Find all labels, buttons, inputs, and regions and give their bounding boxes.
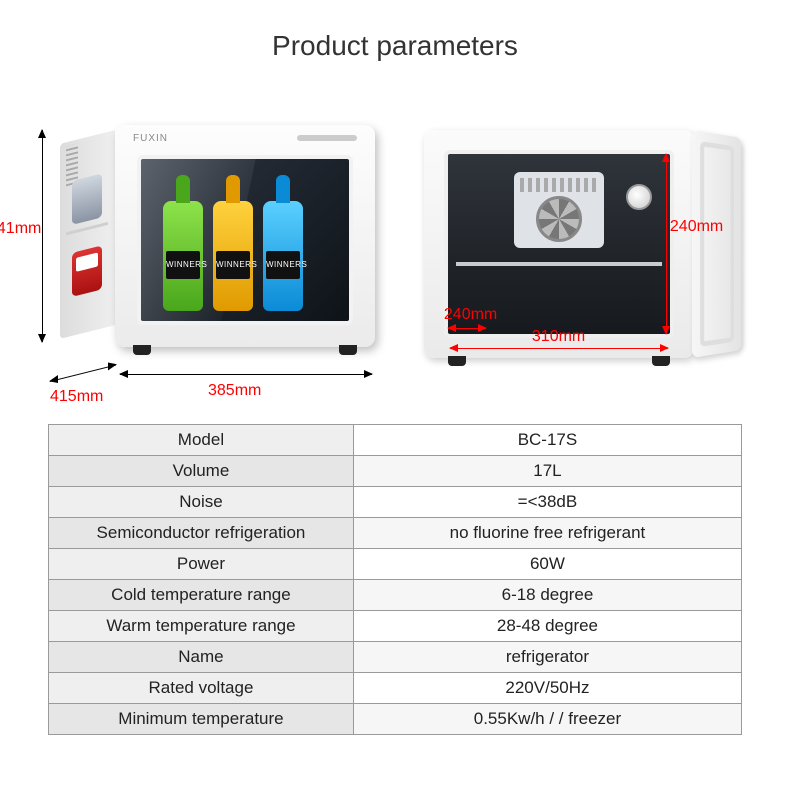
dim-arrow-height: [42, 130, 43, 342]
spec-value: 220V/50Hz: [353, 673, 741, 704]
diagram-interior: 240mm 240mm 310mm: [414, 110, 770, 410]
dim-label-depth: 415mm: [50, 388, 103, 406]
spec-value: 28-48 degree: [353, 611, 741, 642]
dim-label-inner-depth: 240mm: [444, 306, 497, 324]
thermostat-dial: [626, 184, 652, 210]
dim-arrow-inner-depth: [448, 328, 486, 329]
spec-value: refrigerator: [353, 642, 741, 673]
dim-arrow-inner-width: [450, 348, 668, 349]
fridge-exterior-illustration: FUXIN WINNERS WINNERS WINNERS: [115, 125, 375, 350]
spec-key: Power: [49, 549, 354, 580]
dim-label-width: 385mm: [208, 382, 261, 400]
door-handle: [297, 135, 357, 141]
brand-label: FUXIN: [133, 133, 168, 144]
spec-key: Cold temperature range: [49, 580, 354, 611]
table-row: Rated voltage220V/50Hz: [49, 673, 742, 704]
dim-arrow-inner-height: [666, 154, 667, 334]
dim-arrow-width: [120, 374, 372, 375]
dim-label-height: 341mm: [0, 220, 41, 238]
page-title: Product parameters: [0, 0, 790, 86]
dim-label-inner-height: 240mm: [670, 218, 723, 236]
dimension-diagrams: FUXIN WINNERS WINNERS WINNERS 341mm 415m…: [0, 86, 790, 416]
table-row: ModelBC-17S: [49, 425, 742, 456]
spec-value: no fluorine free refrigerant: [353, 518, 741, 549]
table-row: Minimum temperature0.55Kw/h / / freezer: [49, 704, 742, 735]
diagram-exterior: FUXIN WINNERS WINNERS WINNERS 341mm 415m…: [20, 100, 396, 410]
spec-table: ModelBC-17SVolume17LNoise=<38dBSemicondu…: [48, 424, 742, 735]
table-row: Warm temperature range28-48 degree: [49, 611, 742, 642]
spec-key: Semiconductor refrigeration: [49, 518, 354, 549]
spec-key: Name: [49, 642, 354, 673]
spec-value: 0.55Kw/h / / freezer: [353, 704, 741, 735]
table-row: Namerefrigerator: [49, 642, 742, 673]
table-row: Power60W: [49, 549, 742, 580]
spec-value: 60W: [353, 549, 741, 580]
dim-arrow-depth: [50, 365, 116, 382]
spec-key: Model: [49, 425, 354, 456]
spec-key: Rated voltage: [49, 673, 354, 704]
table-row: Cold temperature range6-18 degree: [49, 580, 742, 611]
spec-key: Minimum temperature: [49, 704, 354, 735]
table-row: Volume17L: [49, 456, 742, 487]
spec-key: Warm temperature range: [49, 611, 354, 642]
spec-value: 17L: [353, 456, 741, 487]
spec-key: Noise: [49, 487, 354, 518]
spec-value: BC-17S: [353, 425, 741, 456]
spec-value: =<38dB: [353, 487, 741, 518]
table-row: Semiconductor refrigerationno fluorine f…: [49, 518, 742, 549]
door-open: [692, 130, 741, 358]
table-row: Noise=<38dB: [49, 487, 742, 518]
dim-label-inner-width: 310mm: [532, 328, 585, 346]
spec-key: Volume: [49, 456, 354, 487]
spec-value: 6-18 degree: [353, 580, 741, 611]
